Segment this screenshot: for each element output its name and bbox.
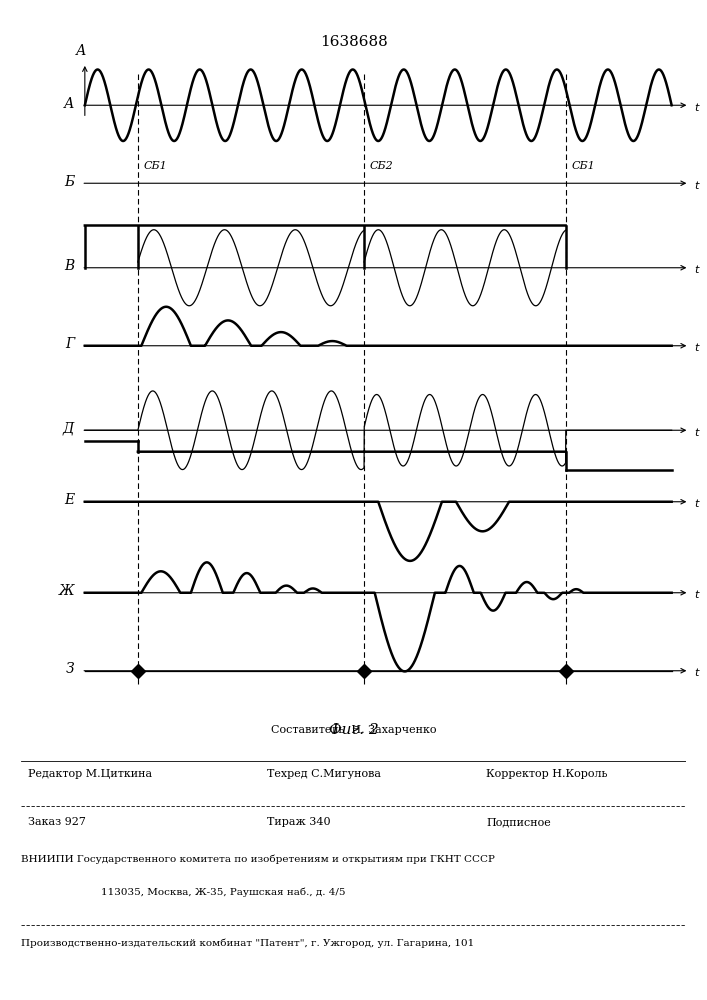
Text: t: t xyxy=(694,428,699,438)
Text: t: t xyxy=(694,343,699,353)
Text: Составитель  Н. Захарченко: Составитель Н. Захарченко xyxy=(271,725,436,735)
Text: ВНИИПИ Государственного комитета по изобретениям и открытиям при ГКНТ СССР: ВНИИПИ Государственного комитета по изоб… xyxy=(21,855,495,864)
Text: t: t xyxy=(694,590,699,600)
Text: А: А xyxy=(64,97,74,111)
Text: В: В xyxy=(64,259,74,273)
Text: Д: Д xyxy=(63,422,74,436)
Text: 1638688: 1638688 xyxy=(320,35,387,49)
Text: СБ1: СБ1 xyxy=(144,161,168,171)
Text: Е: Е xyxy=(64,493,74,507)
Text: СБ2: СБ2 xyxy=(370,161,394,171)
Text: Корректор Н.Король: Корректор Н.Король xyxy=(486,769,608,779)
Text: t: t xyxy=(694,181,699,191)
Text: Фиг. 2: Фиг. 2 xyxy=(329,723,378,737)
Text: СБ1: СБ1 xyxy=(571,161,595,171)
Text: Редактор М.Циткина: Редактор М.Циткина xyxy=(28,769,152,779)
Text: Ж: Ж xyxy=(59,584,74,598)
Text: Техред С.Мигунова: Техред С.Мигунова xyxy=(267,769,381,779)
Text: t: t xyxy=(694,103,699,113)
Text: t: t xyxy=(694,668,699,678)
Text: Заказ 927: Заказ 927 xyxy=(28,817,86,827)
Text: Б: Б xyxy=(64,175,74,189)
Text: Производственно-издательский комбинат "Патент", г. Ужгород, ул. Гагарина, 101: Производственно-издательский комбинат "П… xyxy=(21,939,474,948)
Text: t: t xyxy=(694,265,699,275)
Text: Г: Г xyxy=(65,337,74,351)
Text: 113035, Москва, Ж-35, Раушская наб., д. 4/5: 113035, Москва, Ж-35, Раушская наб., д. … xyxy=(101,887,346,897)
Text: З: З xyxy=(66,662,74,676)
Text: t: t xyxy=(694,499,699,509)
Text: Тираж 340: Тираж 340 xyxy=(267,817,331,827)
Text: Подписное: Подписное xyxy=(486,817,551,827)
Text: А: А xyxy=(76,44,86,58)
